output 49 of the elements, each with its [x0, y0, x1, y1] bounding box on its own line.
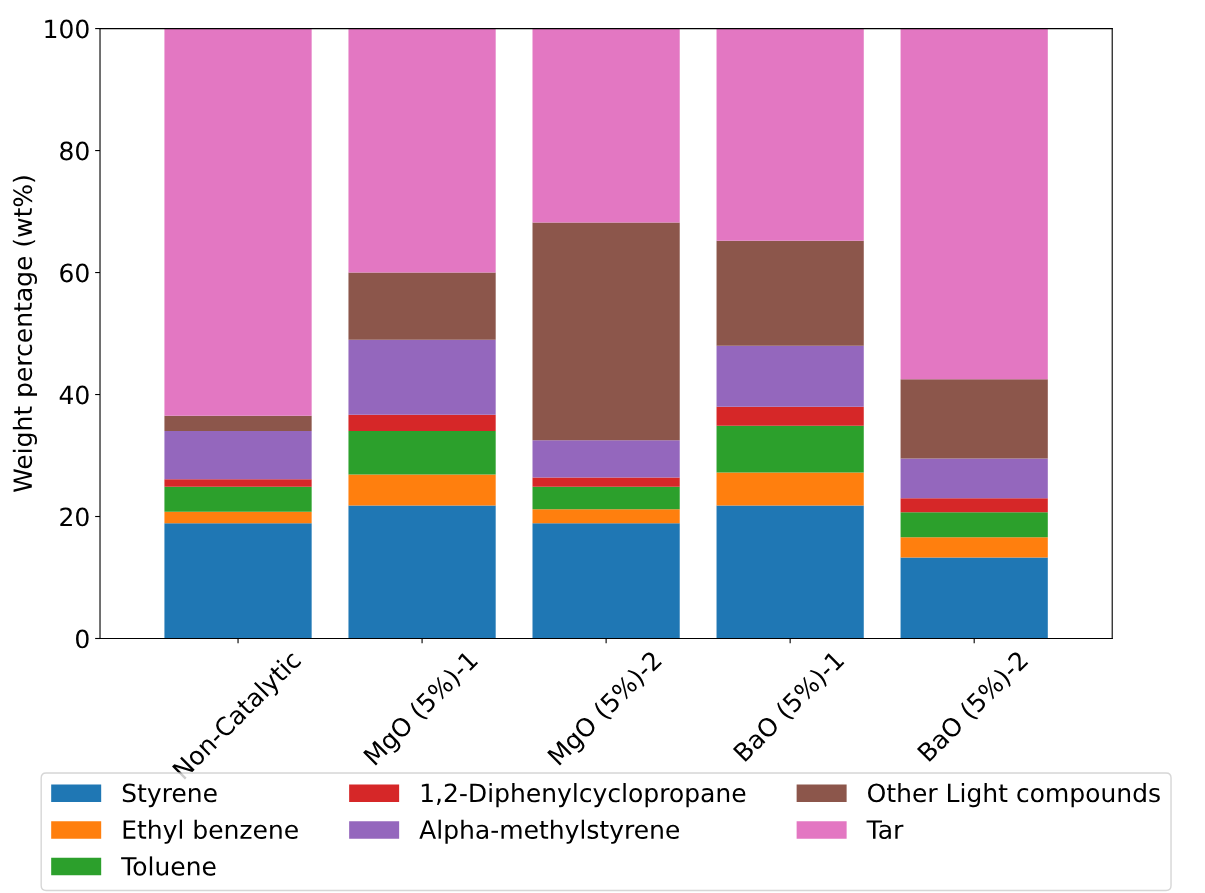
y-tick-label: 80: [60, 141, 89, 161]
y-tick-label: 20: [60, 507, 89, 527]
bar: [532, 486, 680, 510]
y-tick-label: 60: [60, 263, 89, 283]
bar: [348, 28, 496, 273]
bar: [348, 505, 496, 639]
legend-label: Tar: [866, 820, 904, 840]
bar: [348, 339, 496, 415]
bar: [164, 28, 312, 416]
bar: [900, 379, 1048, 459]
legend-label: Ethyl benzene: [123, 819, 298, 844]
legend-label: Alpha-methylstyrene: [419, 819, 679, 844]
bar: [900, 28, 1048, 380]
bar: [164, 523, 312, 639]
bar: [164, 511, 312, 524]
y-tick-label: 100: [45, 19, 89, 39]
bar: [164, 431, 312, 480]
bar: [164, 479, 312, 487]
bar: [716, 345, 864, 407]
bar: [900, 512, 1048, 538]
bar: [164, 486, 312, 512]
bar: [716, 406, 864, 426]
bar: [532, 523, 680, 639]
bar: [532, 28, 680, 223]
legend-label: Styrene: [122, 783, 217, 808]
bar: [348, 431, 496, 475]
y-tick-label: 0: [76, 629, 89, 649]
legend-label: Toluene: [121, 856, 216, 876]
bar: [348, 272, 496, 340]
legend-label: Other Light compounds: [868, 782, 1160, 808]
bar: [900, 498, 1048, 513]
bar: [348, 474, 496, 506]
bar: [716, 505, 864, 639]
bar: [164, 415, 312, 432]
bar: [900, 557, 1048, 639]
y-tick-label: 40: [59, 385, 89, 405]
bar: [532, 477, 680, 487]
bar: [900, 458, 1048, 499]
bar: [716, 425, 864, 473]
bar: [532, 440, 680, 478]
bar: [348, 414, 496, 432]
y-axis-title: Weight percentage (wt%): [12, 176, 38, 493]
bar: [532, 509, 680, 524]
bar: [900, 537, 1048, 558]
bar: [716, 28, 864, 241]
bar: [532, 222, 680, 441]
bar: [716, 472, 864, 506]
legend-label: 1,2-Diphenylcyclopropane: [421, 782, 746, 808]
bar: [716, 240, 864, 346]
